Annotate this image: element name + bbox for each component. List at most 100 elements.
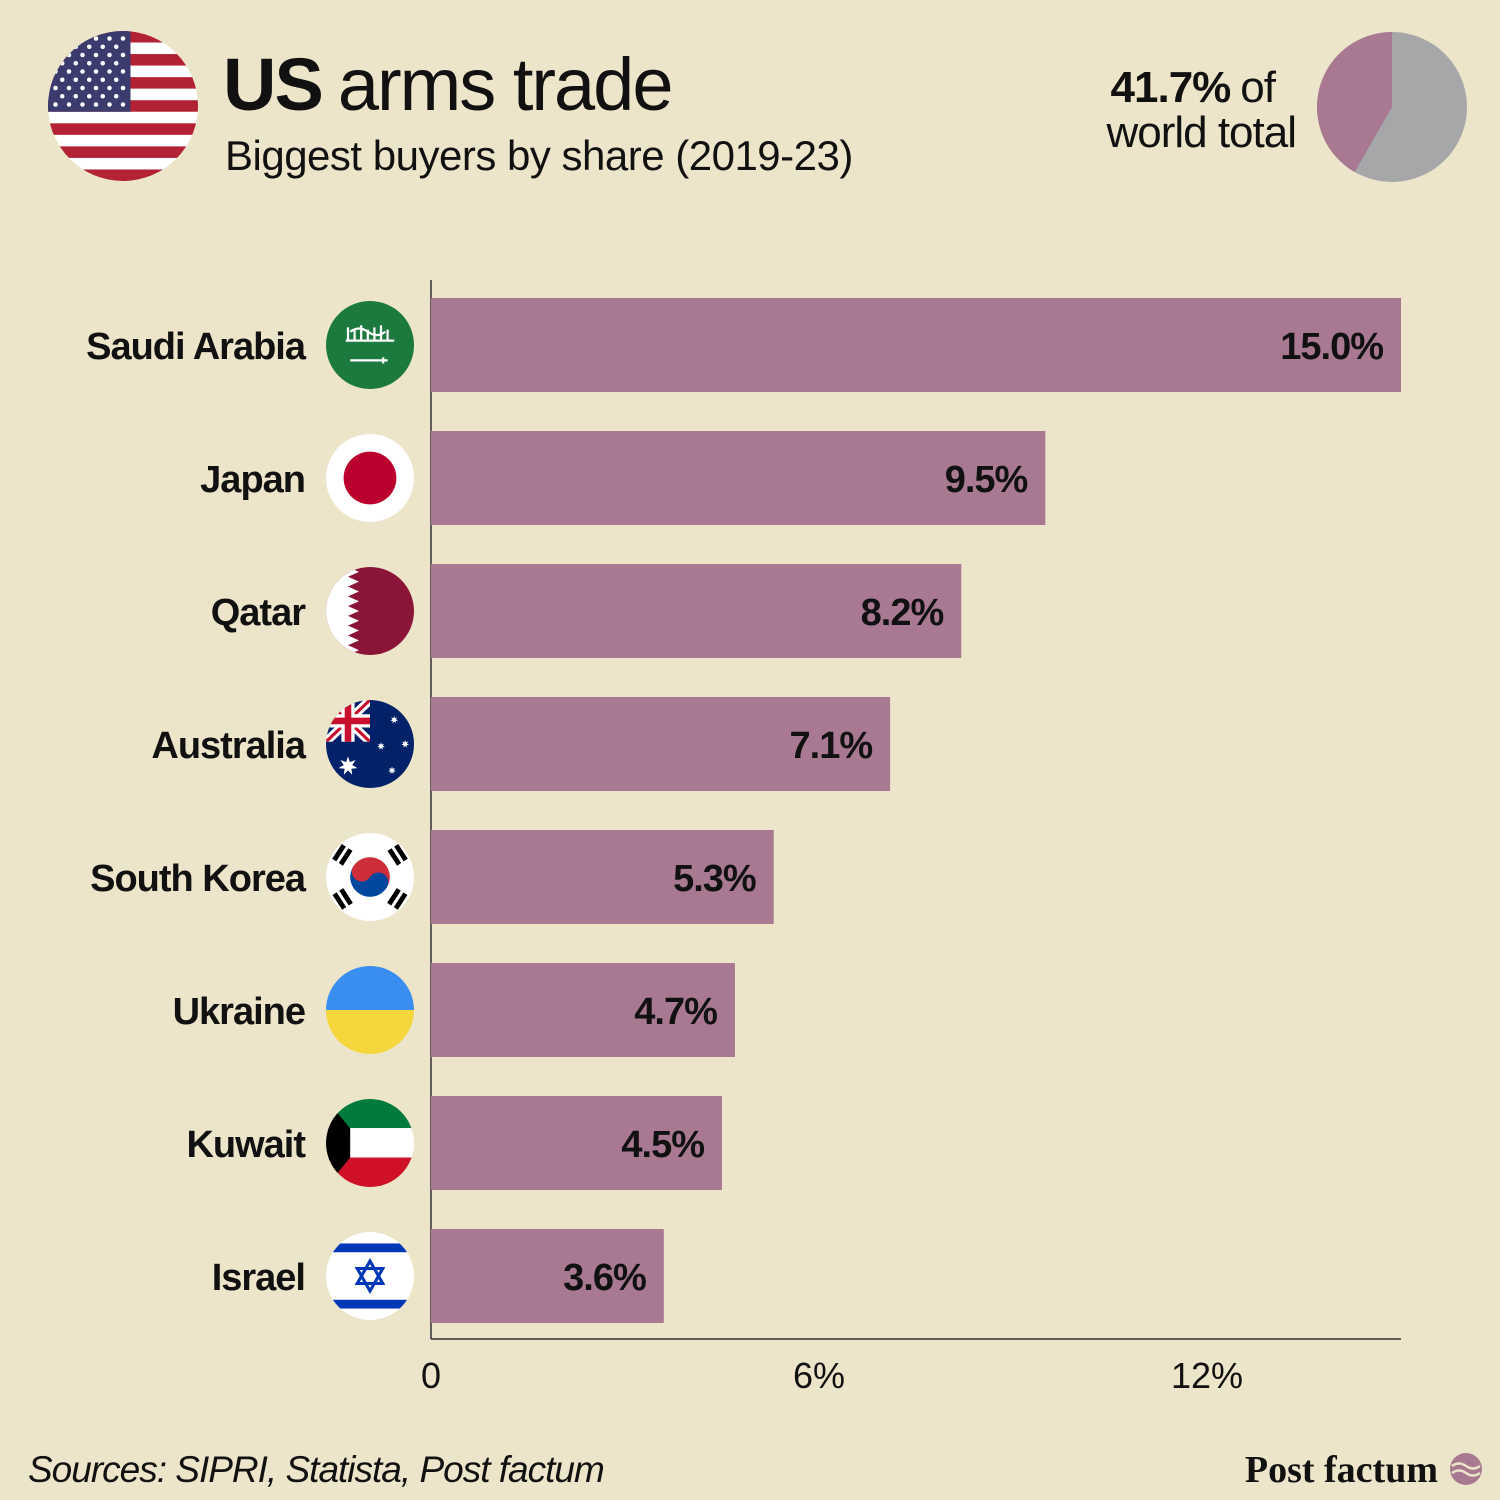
- flag: [326, 1232, 414, 1320]
- flag-star: [114, 44, 119, 49]
- flag-part: [332, 843, 346, 862]
- flag-part: [387, 888, 401, 906]
- flag-star: [53, 85, 58, 91]
- logo-waves: [1451, 1462, 1481, 1477]
- flag-part: [338, 848, 353, 866]
- flag-star: [66, 102, 72, 107]
- flag-star: [87, 61, 92, 66]
- pie-slice: [1317, 32, 1392, 173]
- category-label: South Korea: [90, 858, 307, 900]
- flag-star: [53, 102, 58, 107]
- flag-star: [107, 102, 112, 107]
- flag-part: [387, 848, 402, 866]
- bar-value-label: 7.1%: [790, 725, 873, 767]
- bar-value-label: 3.6%: [563, 1257, 646, 1299]
- bar: [431, 1096, 722, 1190]
- bar-value-label: 4.5%: [621, 1124, 704, 1166]
- flag-star: [100, 77, 105, 82]
- flag-part: [48, 157, 198, 170]
- flag-body: [326, 700, 414, 788]
- flag-star: [80, 69, 85, 74]
- flag-star: [60, 77, 65, 82]
- bar: [431, 697, 891, 791]
- flag-star: [120, 85, 126, 91]
- flag-star: [114, 61, 119, 66]
- bar-value-label: 8.2%: [861, 592, 944, 634]
- flag-part: [48, 146, 198, 159]
- flag-body: [326, 434, 414, 522]
- flag-star: [388, 766, 396, 774]
- flag-taegeuk: [350, 857, 390, 897]
- logo-circle: [1450, 1453, 1482, 1485]
- flag-part: [394, 843, 408, 862]
- flag-star: [93, 36, 99, 41]
- flag-part: [48, 111, 198, 124]
- flag: [326, 301, 414, 389]
- flag-body: [326, 966, 414, 1054]
- flag-star: [100, 94, 105, 99]
- flag-star: [87, 94, 92, 99]
- flag-star: [401, 740, 410, 748]
- flag-body: [48, 31, 198, 181]
- bar: [431, 830, 774, 924]
- category-label: Japan: [200, 459, 305, 501]
- inset-caption: 41.7% of: [1111, 63, 1277, 112]
- flag: [326, 1099, 414, 1187]
- flag-body: [326, 1232, 414, 1320]
- flag-star: [93, 52, 99, 58]
- category-label: Kuwait: [186, 1124, 306, 1166]
- flag-star: [73, 77, 78, 82]
- flag-part: [326, 1099, 351, 1187]
- flag-star: [107, 69, 112, 74]
- bar: [431, 298, 1401, 392]
- chart-subtitle: Biggest buyers by share (2019-23): [225, 132, 853, 179]
- flag-part: [48, 169, 198, 181]
- title-emphasis: US: [223, 43, 322, 126]
- flag-star: [120, 52, 126, 58]
- flag-part: [326, 1299, 414, 1309]
- x-tick-label: 0: [421, 1355, 441, 1396]
- chart-title: US arms trade: [223, 43, 671, 126]
- source-note: Sources: SIPRI, Statista, Post factum: [28, 1449, 604, 1490]
- flag: [326, 700, 414, 788]
- flag-part: [351, 861, 372, 882]
- flag-star: [107, 52, 112, 58]
- bar: [431, 963, 735, 1057]
- flag-star: [66, 85, 72, 91]
- flag: [326, 833, 414, 921]
- bar: [431, 564, 962, 658]
- flag-star: [338, 756, 358, 775]
- flag-star: [87, 77, 92, 82]
- flag-star: [93, 85, 99, 91]
- flag-part: [332, 892, 347, 910]
- flag: [326, 567, 414, 655]
- flag-star: [80, 85, 85, 91]
- flag-star: [377, 742, 385, 750]
- flag-star: [114, 77, 119, 82]
- flag-part: [368, 872, 389, 893]
- flag-star: [100, 61, 105, 66]
- flag-sword: [350, 357, 388, 364]
- flag: [326, 434, 414, 522]
- brand-logo: [1450, 1453, 1482, 1485]
- flag-star: [66, 69, 72, 74]
- flag: [48, 31, 198, 181]
- flag-body: [326, 567, 414, 655]
- flag-star: [93, 69, 99, 74]
- flag-disc: [343, 451, 397, 505]
- flag-part: [326, 301, 414, 389]
- flag: [326, 966, 414, 1054]
- inset-value-label: 41.7%: [1111, 63, 1231, 112]
- category-label: Saudi Arabia: [86, 326, 307, 368]
- title-text: arms trade: [338, 43, 672, 126]
- bar-value-label: 15.0%: [1280, 326, 1383, 368]
- flag-body: [326, 1099, 414, 1187]
- flag-star: [120, 36, 126, 41]
- category-label: Qatar: [211, 592, 306, 634]
- flag-part: [326, 700, 370, 742]
- flag-star: [100, 44, 105, 49]
- flag-part: [326, 567, 359, 655]
- flag-star: [73, 94, 78, 99]
- x-tick-label: 6%: [793, 1355, 845, 1396]
